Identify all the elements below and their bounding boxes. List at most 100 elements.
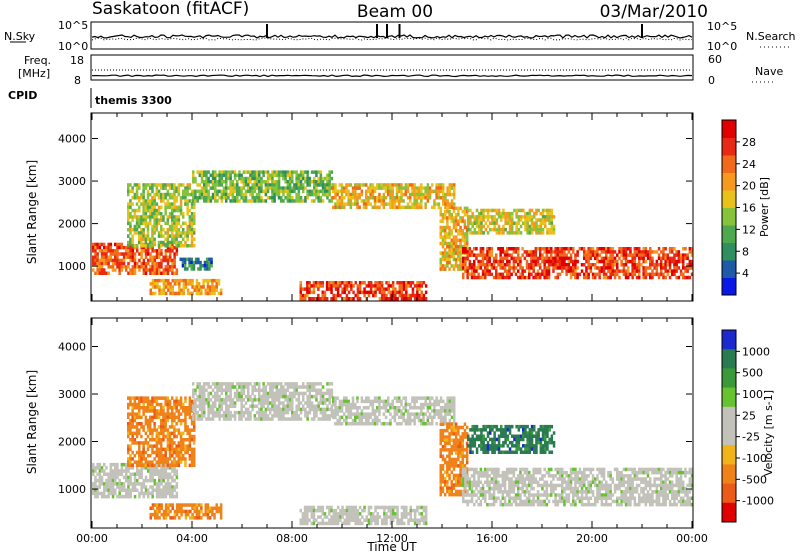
echo-cell	[510, 266, 513, 270]
echo-cell	[461, 245, 464, 249]
echo-cell	[453, 202, 456, 206]
echo-cell	[240, 176, 243, 181]
echo-cell	[415, 189, 419, 194]
echo-cell	[598, 259, 601, 264]
echo-cell	[543, 250, 546, 254]
echo-cell	[550, 211, 554, 216]
echo-cell	[448, 232, 451, 236]
echo-cell	[182, 291, 185, 296]
echo-cell	[308, 281, 311, 285]
echo-cell	[297, 404, 301, 408]
echo-cell	[202, 278, 205, 283]
echo-cell	[178, 509, 181, 514]
echo-cell	[293, 183, 296, 187]
echo-cell	[484, 269, 487, 273]
echo-cell	[140, 475, 143, 480]
echo-cell	[398, 196, 401, 200]
echo-cell	[343, 284, 346, 288]
echo-cell	[222, 417, 226, 421]
echo-cell	[229, 382, 232, 386]
echo-cell	[109, 475, 113, 480]
echo-cell	[192, 196, 195, 200]
echo-cell	[380, 293, 384, 298]
echo-cell	[211, 410, 215, 415]
echo-cell	[600, 259, 604, 264]
echo-cell	[140, 450, 143, 455]
echo-cell	[149, 221, 152, 226]
echo-cell	[184, 460, 187, 464]
echo-cell	[464, 250, 467, 254]
echo-cell	[100, 265, 104, 269]
echo-cell	[328, 192, 331, 197]
echo-cell	[439, 183, 443, 187]
echo-cell	[662, 275, 665, 280]
echo-cell	[164, 252, 168, 256]
echo-cell	[236, 410, 239, 415]
echo-cell	[131, 457, 134, 461]
echo-cell	[160, 438, 163, 442]
echo-cell	[162, 447, 165, 452]
echo-cell	[400, 290, 404, 295]
echo-cell	[277, 192, 281, 197]
echo-cell	[179, 441, 183, 445]
echo-cell	[173, 441, 176, 445]
echo-cell	[602, 263, 606, 267]
echo-cell	[347, 199, 350, 203]
echo-cell	[149, 472, 152, 476]
echo-cell	[473, 221, 477, 225]
echo-cell	[583, 247, 586, 251]
echo-cell	[448, 241, 451, 246]
echo-cell	[624, 259, 628, 264]
echo-cell	[525, 250, 529, 254]
echo-cell	[249, 176, 252, 181]
echo-cell	[203, 382, 206, 386]
echo-cell	[488, 250, 491, 254]
echo-cell	[467, 227, 470, 232]
echo-cell	[186, 282, 190, 286]
echo-cell	[162, 271, 165, 275]
echo-cell	[598, 253, 601, 257]
echo-cell	[354, 202, 357, 206]
echo-cell	[465, 235, 469, 239]
echo-cell	[373, 409, 377, 413]
echo-cell	[391, 186, 394, 190]
echo-cell	[552, 250, 555, 254]
echo-cell	[264, 407, 268, 412]
echo-cell	[508, 231, 512, 235]
echo-cell	[153, 409, 156, 413]
echo-cell	[486, 263, 489, 267]
echo-cell	[244, 196, 248, 200]
echo-cell	[286, 407, 290, 412]
echo-cell	[164, 291, 168, 296]
echo-cell	[339, 284, 342, 288]
echo-cell	[114, 491, 117, 496]
echo-cell	[217, 278, 221, 283]
echo-cell	[94, 249, 97, 253]
echo-cell	[448, 209, 451, 214]
echo-cell	[514, 256, 518, 261]
echo-cell	[177, 415, 181, 420]
echo-cell	[515, 211, 518, 216]
echo-cell	[222, 186, 226, 190]
echo-cell	[585, 256, 588, 261]
echo-cell	[548, 215, 551, 219]
echo-cell	[517, 259, 520, 264]
echo-cell	[431, 409, 434, 413]
echo-cell	[189, 278, 192, 283]
echo-cell	[188, 415, 192, 420]
echo-cell	[142, 491, 146, 496]
echo-cell	[328, 173, 331, 178]
echo-cell	[166, 406, 170, 410]
echo-cell	[561, 247, 564, 251]
echo-cell	[195, 506, 199, 510]
echo-cell	[326, 186, 329, 190]
echo-cell	[203, 385, 206, 389]
echo-cell	[269, 417, 272, 421]
echo-cell	[548, 221, 551, 225]
echo-cell	[618, 256, 621, 261]
echo-cell	[321, 186, 325, 190]
echo-cell	[605, 266, 608, 270]
echo-cell	[96, 485, 99, 489]
echo-cell	[624, 275, 628, 280]
echo-cell	[138, 447, 141, 452]
